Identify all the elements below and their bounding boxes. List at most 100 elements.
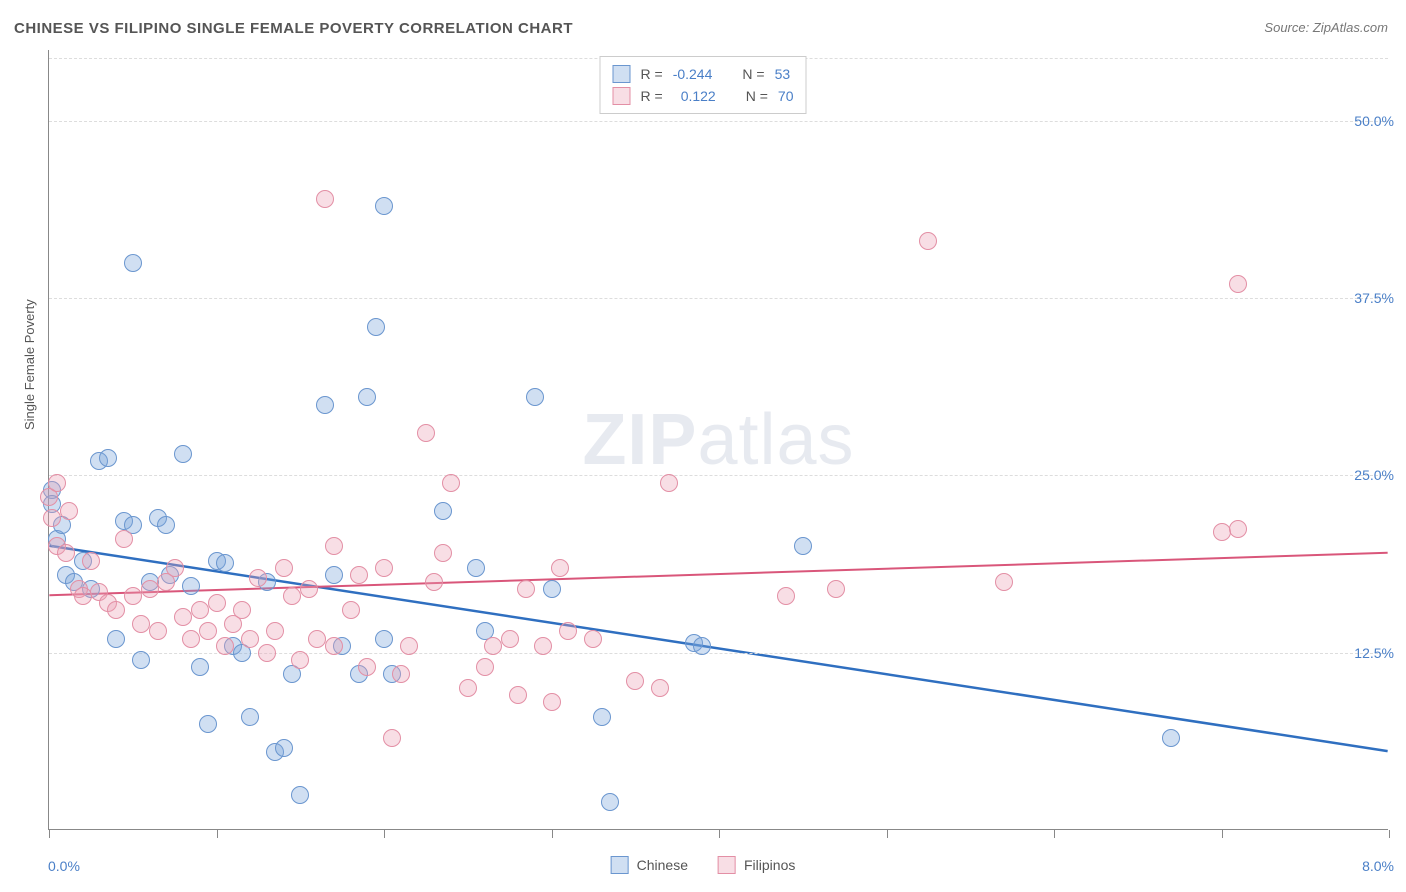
data-point [526, 388, 544, 406]
data-point [476, 658, 494, 676]
data-point [995, 573, 1013, 591]
data-point [124, 254, 142, 272]
n-label-1: N = [746, 88, 768, 104]
x-max-label: 8.0% [1362, 858, 1394, 874]
data-point [593, 708, 611, 726]
data-point [132, 651, 150, 669]
data-point [258, 644, 276, 662]
y-tick-label: 12.5% [1354, 645, 1394, 661]
legend-label-chinese: Chinese [637, 857, 688, 873]
source-name: ZipAtlas.com [1313, 20, 1388, 35]
data-point [375, 197, 393, 215]
data-point [182, 630, 200, 648]
data-point [392, 665, 410, 683]
chart-title: CHINESE VS FILIPINO SINGLE FEMALE POVERT… [14, 20, 573, 37]
legend-label-filipinos: Filipinos [744, 857, 795, 873]
plot-area: ZIPatlas [48, 50, 1388, 830]
data-point [794, 537, 812, 555]
legend-item-chinese: Chinese [611, 856, 688, 874]
data-point [241, 630, 259, 648]
x-tick [384, 830, 385, 838]
x-tick [887, 830, 888, 838]
x-min-label: 0.0% [48, 858, 80, 874]
data-point [325, 537, 343, 555]
data-point [233, 601, 251, 619]
data-point [651, 679, 669, 697]
data-point [199, 715, 217, 733]
y-tick-label: 50.0% [1354, 113, 1394, 129]
data-point [43, 509, 61, 527]
data-point [434, 502, 452, 520]
data-point [60, 502, 78, 520]
series-legend: Chinese Filipinos [611, 856, 796, 874]
source-label: Source: [1264, 20, 1309, 35]
data-point [383, 729, 401, 747]
data-point [316, 396, 334, 414]
r-label-1: R = [641, 88, 663, 104]
data-point [534, 637, 552, 655]
data-point [442, 474, 460, 492]
data-point [157, 516, 175, 534]
data-point [74, 587, 92, 605]
watermark-light: atlas [697, 400, 854, 480]
x-tick [1222, 830, 1223, 838]
legend-item-filipinos: Filipinos [718, 856, 795, 874]
r-value-0: -0.244 [673, 66, 713, 82]
r-value-1: 0.122 [673, 88, 716, 104]
data-point [249, 569, 267, 587]
data-point [48, 474, 66, 492]
data-point [174, 608, 192, 626]
data-point [375, 630, 393, 648]
y-tick-label: 37.5% [1354, 290, 1394, 306]
data-point [283, 587, 301, 605]
data-point [342, 601, 360, 619]
correlation-legend: R = -0.244 N = 53 R = 0.122 N = 70 [600, 56, 807, 114]
x-tick [719, 830, 720, 838]
data-point [1213, 523, 1231, 541]
data-point [459, 679, 477, 697]
swatch-filipinos [613, 87, 631, 105]
data-point [124, 587, 142, 605]
x-tick [1054, 830, 1055, 838]
n-value-1: 70 [778, 88, 794, 104]
data-point [275, 559, 293, 577]
data-point [308, 630, 326, 648]
n-value-0: 53 [775, 66, 791, 82]
data-point [291, 786, 309, 804]
data-point [149, 622, 167, 640]
data-point [325, 637, 343, 655]
data-point [266, 622, 284, 640]
data-point [191, 658, 209, 676]
data-point [417, 424, 435, 442]
data-point [1229, 520, 1247, 538]
source-attribution: Source: ZipAtlas.com [1264, 20, 1388, 35]
data-point [777, 587, 795, 605]
data-point [509, 686, 527, 704]
data-point [543, 693, 561, 711]
data-point [626, 672, 644, 690]
chart-container: CHINESE VS FILIPINO SINGLE FEMALE POVERT… [0, 0, 1406, 892]
n-label-0: N = [742, 66, 764, 82]
data-point [174, 445, 192, 463]
swatch-chinese-bottom [611, 856, 629, 874]
data-point [208, 594, 226, 612]
data-point [501, 630, 519, 648]
data-point [1162, 729, 1180, 747]
data-point [316, 190, 334, 208]
gridline [49, 298, 1388, 299]
x-tick [1389, 830, 1390, 838]
legend-row-series-1: R = 0.122 N = 70 [613, 85, 794, 107]
data-point [517, 580, 535, 598]
watermark: ZIPatlas [582, 399, 854, 481]
data-point [367, 318, 385, 336]
data-point [141, 580, 159, 598]
data-point [300, 580, 318, 598]
data-point [275, 739, 293, 757]
y-tick-label: 25.0% [1354, 467, 1394, 483]
data-point [191, 601, 209, 619]
data-point [484, 637, 502, 655]
data-point [660, 474, 678, 492]
gridline [49, 121, 1388, 122]
y-axis-label: Single Female Poverty [22, 299, 37, 430]
data-point [291, 651, 309, 669]
